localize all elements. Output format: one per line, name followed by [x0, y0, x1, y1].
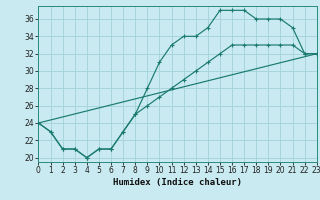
X-axis label: Humidex (Indice chaleur): Humidex (Indice chaleur) — [113, 178, 242, 187]
